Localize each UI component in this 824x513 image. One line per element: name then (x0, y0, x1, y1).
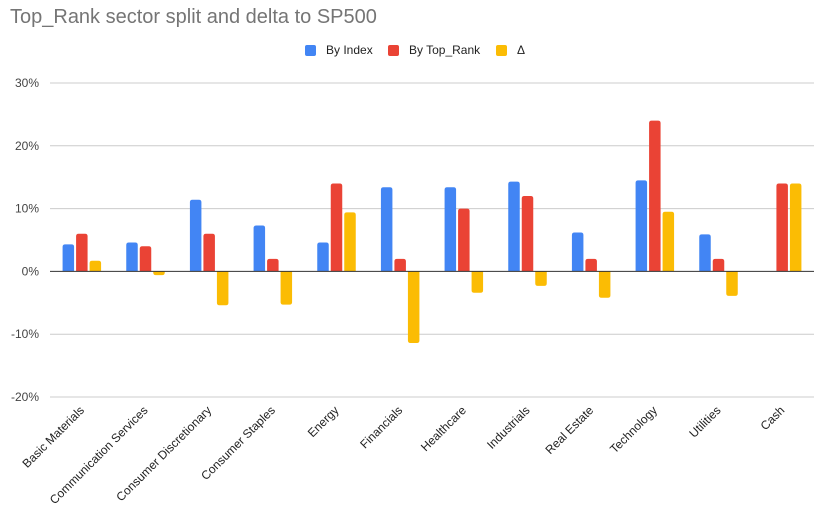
legend-label-by-index: By Index (326, 43, 373, 57)
bar-by-top-rank-healthcare[interactable] (458, 208, 470, 272)
x-tick-label-energy: Energy (305, 403, 342, 440)
bar-by-top-rank-real-estate[interactable] (585, 258, 597, 272)
bar-by-top-rank-technology[interactable] (649, 120, 661, 272)
bar-delta-consumer-discretionary[interactable] (216, 271, 229, 306)
labels-layer: 30%20%10%0%-10%-20%Basic MaterialsCommun… (11, 76, 787, 507)
x-tick-label-cash: Cash (758, 403, 788, 433)
bars-layer (62, 120, 802, 343)
bar-by-index-energy[interactable] (317, 242, 329, 272)
y-tick-label: 10% (15, 202, 39, 216)
bar-by-top-rank-cash[interactable] (776, 183, 788, 272)
bar-delta-communication-services[interactable] (153, 271, 165, 276)
bar-by-top-rank-consumer-discretionary[interactable] (203, 233, 215, 272)
bar-by-index-basic-materials[interactable] (62, 244, 75, 272)
chart-title: Top_Rank sector split and delta to SP500 (10, 6, 377, 28)
legend-swatch-by-top-rank (388, 44, 399, 56)
bar-by-top-rank-consumer-staples[interactable] (267, 258, 279, 272)
y-tick-label: -20% (11, 390, 39, 404)
x-tick-label-industrials: Industrials (484, 403, 533, 452)
bar-delta-utilities[interactable] (726, 271, 738, 296)
bar-by-top-rank-basic-materials[interactable] (76, 233, 88, 272)
legend-item-delta[interactable]: Δ (496, 43, 525, 57)
legend-item-by-top-rank[interactable]: By Top_Rank (388, 43, 480, 57)
bar-delta-industrials[interactable] (535, 271, 547, 286)
bar-by-index-real-estate[interactable] (571, 232, 584, 272)
bar-by-top-rank-energy[interactable] (330, 183, 343, 272)
bar-delta-healthcare[interactable] (471, 271, 484, 293)
x-tick-label-healthcare: Healthcare (418, 403, 469, 454)
bar-delta-energy[interactable] (344, 212, 356, 272)
y-tick-label: -10% (11, 327, 39, 341)
bar-by-index-consumer-discretionary[interactable] (189, 199, 202, 272)
bar-by-index-healthcare[interactable] (444, 187, 457, 272)
legend-label-by-top-rank: By Top_Rank (409, 43, 481, 57)
x-tick-label-technology: Technology (607, 403, 660, 456)
legend-swatch-by-index (305, 44, 316, 56)
bar-by-index-industrials[interactable] (508, 181, 520, 272)
bar-delta-basic-materials[interactable] (89, 260, 102, 272)
x-tick-label-utilities: Utilities (686, 403, 723, 440)
y-tick-label: 30% (15, 76, 39, 90)
legend-item-by-index[interactable]: By Index (305, 43, 373, 57)
bar-by-top-rank-financials[interactable] (394, 258, 406, 272)
bar-by-index-communication-services[interactable] (126, 242, 138, 272)
x-tick-label-financials: Financials (357, 403, 405, 451)
legend: By Index By Top_Rank Δ (0, 43, 824, 63)
grid-layer (50, 82, 814, 398)
x-tick-label-real-estate: Real Estate (543, 403, 597, 457)
bar-delta-cash[interactable] (789, 183, 802, 272)
legend-swatch-delta (496, 44, 507, 56)
bar-delta-consumer-staples[interactable] (280, 271, 293, 305)
bar-by-index-financials[interactable] (380, 187, 393, 272)
x-tick-label-basic-materials: Basic Materials (20, 403, 87, 470)
bar-delta-real-estate[interactable] (598, 271, 611, 298)
bar-by-index-utilities[interactable] (699, 234, 711, 272)
y-tick-label: 20% (15, 139, 39, 153)
bar-by-index-technology[interactable] (635, 180, 648, 272)
bar-by-index-consumer-staples[interactable] (253, 225, 266, 272)
legend-label-delta: Δ (517, 43, 526, 57)
bar-delta-financials[interactable] (407, 271, 420, 343)
y-tick-label: 0% (22, 264, 40, 278)
bar-by-top-rank-industrials[interactable] (521, 196, 534, 272)
bar-by-top-rank-communication-services[interactable] (139, 246, 152, 272)
bar-by-top-rank-utilities[interactable] (712, 258, 725, 272)
bar-delta-technology[interactable] (662, 211, 675, 272)
